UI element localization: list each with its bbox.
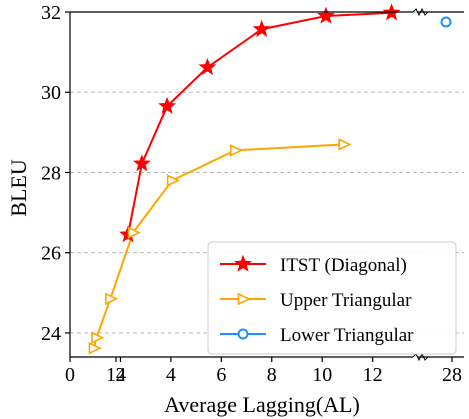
point-itst-diagonal-2 xyxy=(158,96,177,114)
x-tick-label-3: 6 xyxy=(216,364,226,386)
legend: ITST (Diagonal) Upper Triangular Lower Tri… xyxy=(207,241,457,355)
x-tick-label-5: 10 xyxy=(312,364,332,386)
x-tick-label-4: 8 xyxy=(267,364,277,386)
point-upper-triangular-1 xyxy=(91,331,105,345)
legend-label-itst-diagonal: ITST (Diagonal) xyxy=(280,255,407,276)
legend-marker-lower-triangular xyxy=(237,328,249,340)
y-tick-label-0: 24 xyxy=(41,323,61,345)
point-upper-triangular-4 xyxy=(166,174,181,187)
legend-box xyxy=(207,241,457,355)
x-tick-label-0: 0 xyxy=(65,364,75,386)
point-upper-triangular-2 xyxy=(105,292,119,306)
x-tick-label-8: 28 xyxy=(442,364,462,386)
y-tick-label-3: 30 xyxy=(41,82,61,104)
point-upper-triangular-3 xyxy=(127,226,141,239)
y-tick-label-1: 26 xyxy=(41,243,61,265)
axis-break-mark-0 xyxy=(412,7,429,17)
y-tick-label-2: 28 xyxy=(41,162,61,184)
legend-label-upper-triangular: Upper Triangular xyxy=(280,290,412,311)
x-tick-label-2: 4 xyxy=(166,364,176,386)
point-upper-triangular-6 xyxy=(338,138,352,151)
point-itst-diagonal-1 xyxy=(132,154,151,172)
x-tick-label-7: 14 xyxy=(106,364,126,386)
point-lower-triangular-0 xyxy=(440,16,452,28)
y-axis-label: BLEU xyxy=(6,159,31,217)
x-tick-label-1: 2 xyxy=(115,364,125,386)
series-line-itst-diagonal xyxy=(127,11,392,235)
point-upper-triangular-0 xyxy=(88,341,102,355)
x-axis-label: Average Lagging(AL) xyxy=(164,392,360,417)
legend-label-lower-triangular: Lower Triangular xyxy=(280,325,414,346)
y-tick-label-4: 32 xyxy=(41,2,61,24)
legend-marker-upper-triangular xyxy=(237,292,251,306)
legend-marker-itst-diagonal xyxy=(234,254,252,272)
point-itst-diagonal-5 xyxy=(317,6,335,24)
point-itst-diagonal-3 xyxy=(198,57,217,75)
point-itst-diagonal-4 xyxy=(252,19,271,37)
point-upper-triangular-5 xyxy=(229,144,244,157)
x-tick-label-6: 12 xyxy=(363,364,383,386)
